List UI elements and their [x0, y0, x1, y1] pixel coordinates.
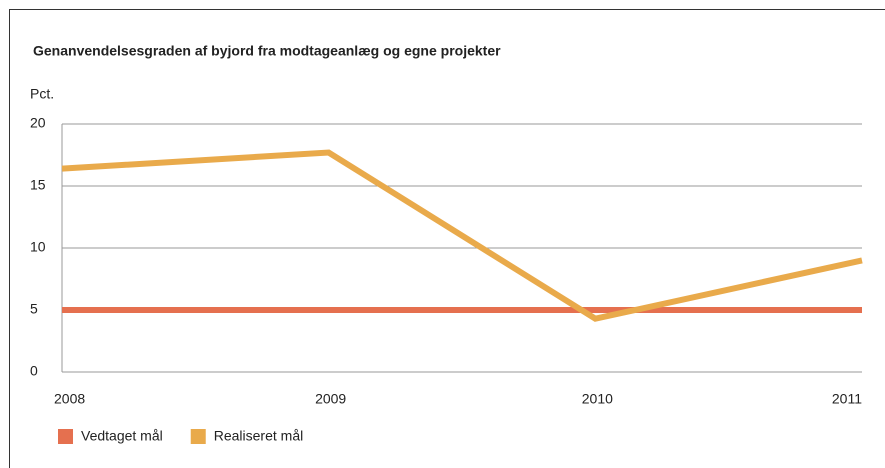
y-tick-label: 10: [30, 239, 46, 255]
x-tick-label: 2011: [832, 391, 862, 407]
x-tick-label: 2009: [315, 391, 346, 407]
frame: [9, 9, 885, 468]
y-tick-label: 15: [30, 177, 46, 193]
y-axis-label: Pct.: [30, 86, 54, 102]
x-tick-label: 2010: [582, 391, 613, 407]
x-tick-label: 2008: [54, 391, 85, 407]
chart-title: Genanvendelsesgraden af byjord fra modta…: [33, 43, 501, 59]
legend-label: Realiseret mål: [214, 428, 303, 444]
y-tick-label: 0: [30, 363, 38, 379]
legend-swatch: [58, 429, 73, 444]
legend-swatch: [190, 429, 206, 444]
legend-label: Vedtaget mål: [81, 428, 163, 444]
y-tick-label: 20: [30, 115, 46, 131]
y-tick-label: 5: [30, 301, 38, 317]
line-series: [61, 149, 863, 322]
